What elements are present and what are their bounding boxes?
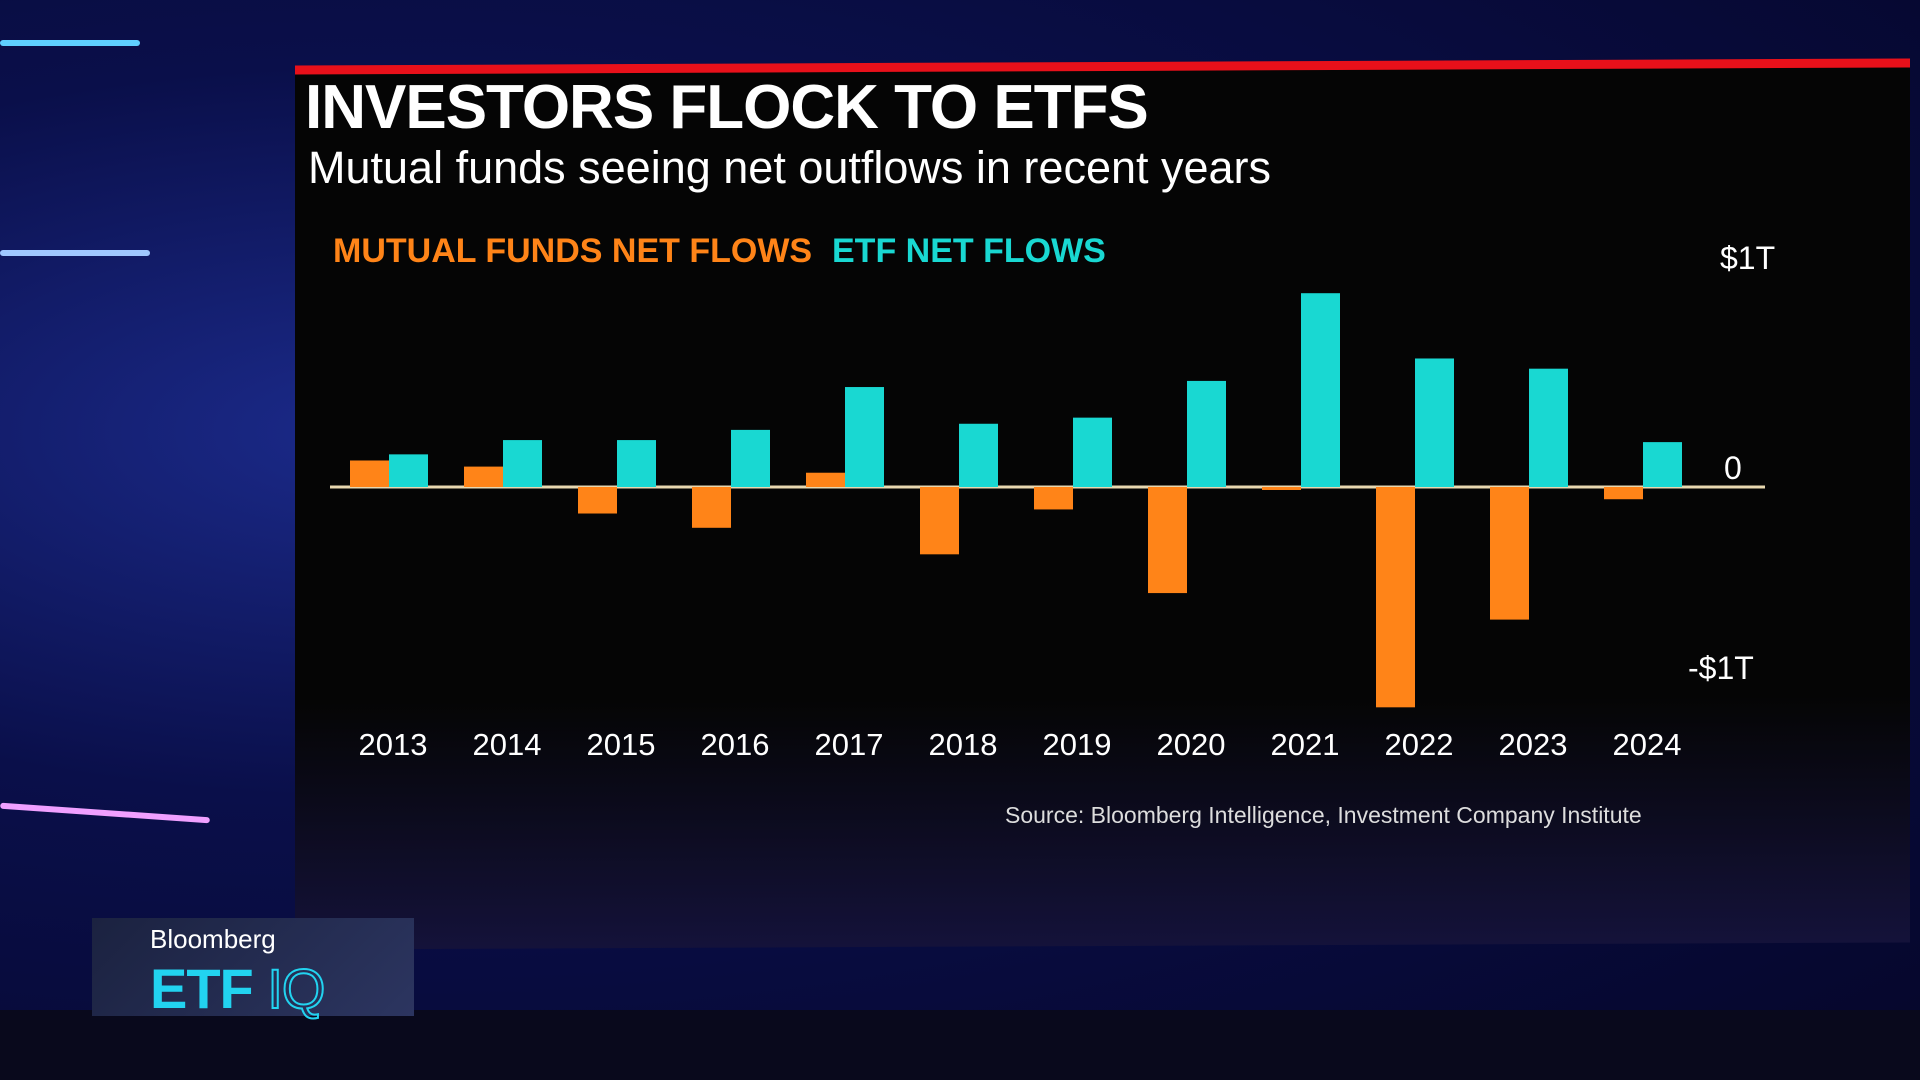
y-tick-label-bottom: -$1T — [1688, 650, 1754, 686]
x-tick-label-2020: 2020 — [1157, 727, 1226, 762]
x-tick-label-2015: 2015 — [587, 727, 656, 762]
x-tick-label-2013: 2013 — [359, 727, 428, 762]
bar-etf-2014 — [503, 440, 542, 487]
x-tick-label-2016: 2016 — [701, 727, 770, 762]
bar-mutual-funds-2022 — [1376, 487, 1415, 708]
x-tick-label-2019: 2019 — [1043, 727, 1112, 762]
x-tick-label-2024: 2024 — [1613, 727, 1682, 762]
x-tick-label-2022: 2022 — [1385, 727, 1454, 762]
chart-title: INVESTORS FLOCK TO ETFS — [305, 73, 1149, 142]
bar-etf-2018 — [959, 423, 998, 487]
bar-etf-2013 — [389, 454, 428, 487]
decor-stripe — [0, 40, 140, 46]
bar-mutual-funds-2017 — [806, 472, 845, 487]
bar-etf-2024 — [1643, 442, 1682, 487]
bar-mutual-funds-2020 — [1148, 487, 1187, 594]
bar-etf-2016 — [731, 429, 770, 487]
chart-subtitle: Mutual funds seeing net outflows in rece… — [308, 142, 1272, 193]
bar-etf-2020 — [1187, 380, 1226, 487]
legend-etf: ETF NET FLOWS — [832, 232, 1106, 270]
x-tick-label-2021: 2021 — [1271, 727, 1340, 762]
bar-mutual-funds-2016 — [692, 487, 731, 528]
bar-mutual-funds-2023 — [1490, 487, 1529, 620]
bar-etf-2019 — [1073, 417, 1112, 487]
logo-brand: Bloomberg — [150, 924, 276, 954]
bar-etf-2015 — [617, 440, 656, 487]
source-note: Source: Bloomberg Intelligence, Investme… — [1005, 802, 1642, 828]
x-tick-label-2014: 2014 — [473, 727, 542, 762]
bar-etf-2021 — [1301, 293, 1340, 487]
bar-etf-2022 — [1415, 358, 1454, 487]
bar-mutual-funds-2014 — [464, 466, 503, 487]
bar-mutual-funds-2019 — [1034, 487, 1073, 510]
bar-mutual-funds-2015 — [578, 487, 617, 514]
logo-etf: ETF — [150, 957, 254, 1020]
logo-iq: IQ — [266, 956, 326, 1021]
decor-stripe — [0, 250, 150, 256]
bar-mutual-funds-2018 — [920, 487, 959, 555]
bar-etf-2023 — [1529, 368, 1568, 487]
legend-mutual-funds: MUTUAL FUNDS NET FLOWS — [333, 232, 813, 270]
x-tick-label-2018: 2018 — [929, 727, 998, 762]
y-tick-label-top: $1T — [1720, 240, 1776, 276]
studio-floor — [0, 1010, 1920, 1080]
bar-mutual-funds-2021 — [1262, 487, 1301, 490]
bar-mutual-funds-2013 — [350, 460, 389, 487]
x-tick-label-2023: 2023 — [1499, 727, 1568, 762]
x-tick-label-2017: 2017 — [815, 727, 884, 762]
bar-etf-2017 — [845, 387, 884, 487]
logo-show-name: ETF IQ — [150, 956, 326, 1021]
bar-mutual-funds-2024 — [1604, 487, 1643, 500]
y-tick-label-zero: 0 — [1724, 450, 1742, 486]
bloomberg-etf-iq-logo: Bloomberg ETF IQ — [92, 918, 414, 1021]
